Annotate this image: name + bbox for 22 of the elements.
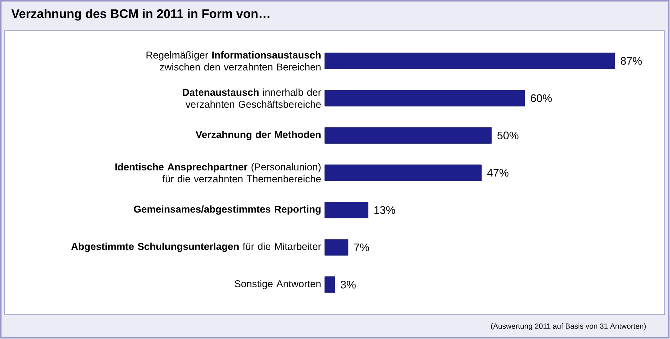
data-label: 87%: [620, 57, 642, 66]
data-label: 13%: [374, 206, 396, 214]
bar: [324, 52, 616, 70]
bar: [324, 202, 369, 218]
data-label: 50%: [498, 132, 519, 140]
y-tick-label: Datenaustausch innerhalb der verzahnten Geschäftsbereiche: [183, 88, 322, 108]
y-tick-label: Regelmäßiger Informationsaustausch zwischen den verzahnten Bereichen: [146, 52, 321, 71]
bar: [324, 164, 482, 182]
y-tick-label: Verzahnung der Methoden: [196, 131, 321, 140]
y-tick-label: Sonstige Antworten: [234, 280, 321, 290]
y-tick-label: Abgestimmte Schulungsunterlagen für die Mitarbeiter: [72, 242, 322, 252]
data-label: 7%: [354, 244, 370, 252]
data-label: 47%: [487, 169, 509, 177]
data-label: 60%: [531, 94, 552, 102]
bar: [324, 276, 336, 294]
y-tick-label: Identische Ansprechpartner (Personalunion) für die verzahnten Themenbereiche: [116, 163, 321, 183]
y-tick-label: Gemeinsames/abgestimmtes Reporting: [134, 206, 321, 215]
data-label: 3%: [340, 280, 356, 289]
bar: [324, 90, 526, 107]
bar: [324, 239, 349, 256]
bar: [324, 128, 492, 144]
text: Verzahnung des BCM in 2011 in Form von…: [12, 9, 270, 21]
